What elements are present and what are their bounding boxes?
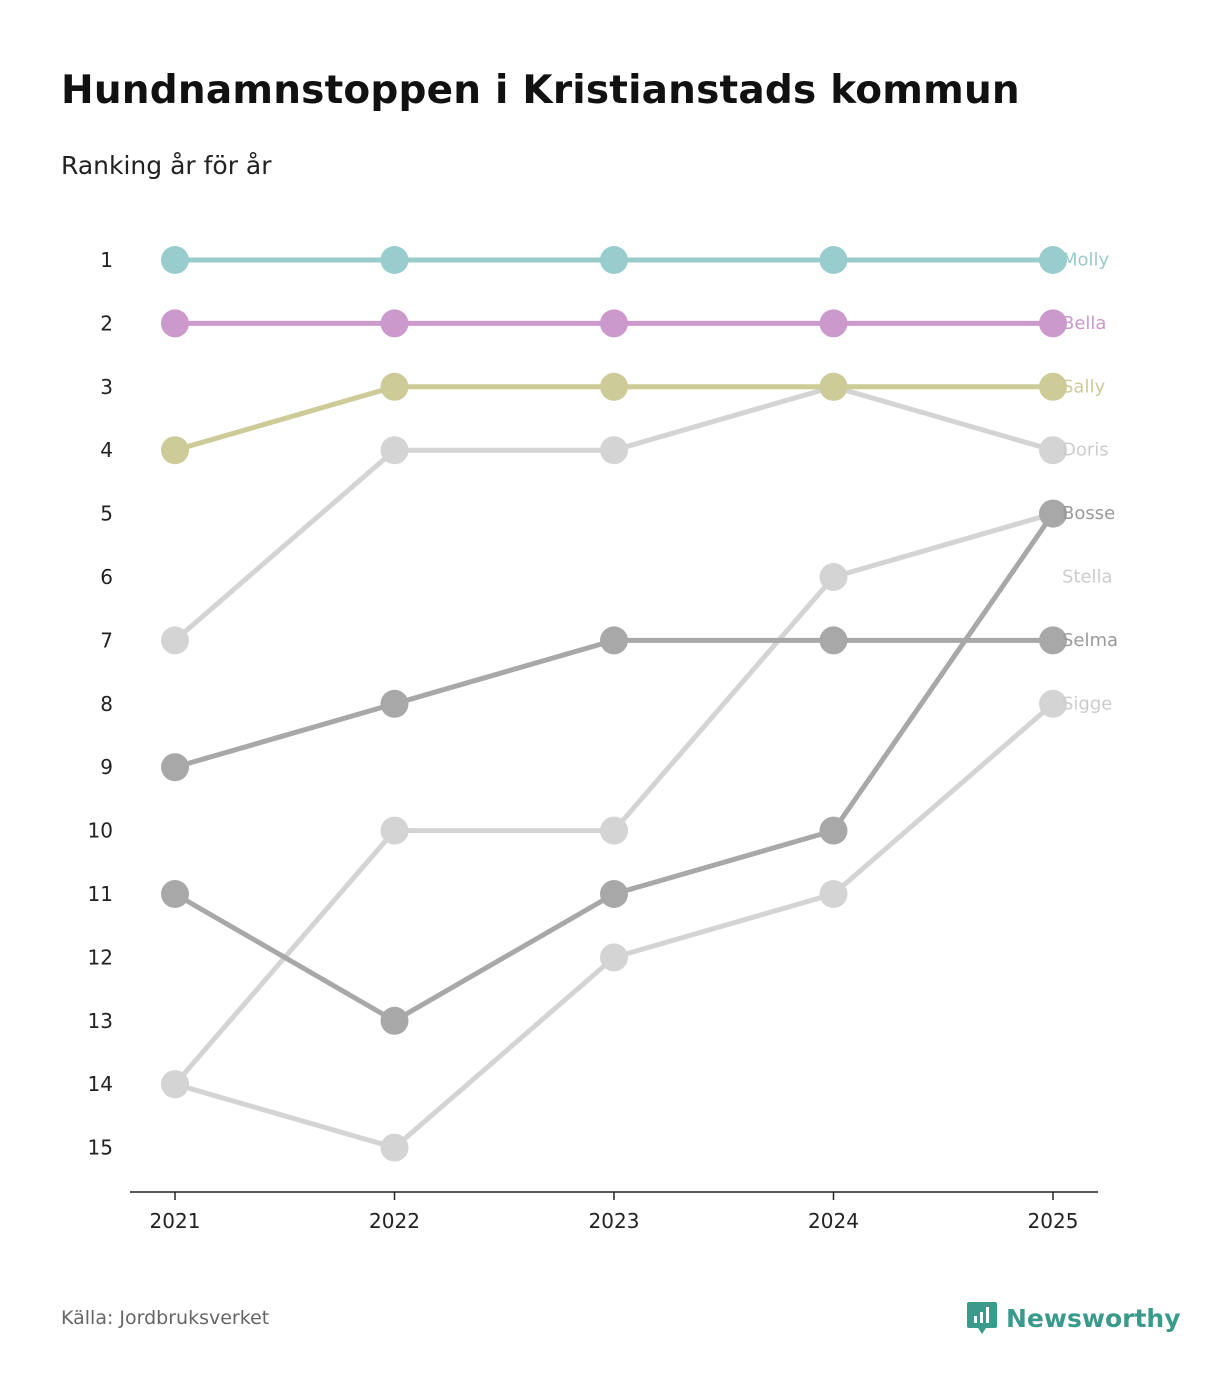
data-point-bosse[interactable] [1039,499,1067,528]
data-point-bosse[interactable] [161,880,189,908]
data-point-doris[interactable] [600,436,628,465]
series-line-doris [172,384,1056,643]
y-tick-label: 2 [100,311,113,335]
end-label-sigge: Sigge [1062,693,1112,714]
end-label-stella: Stella [1062,567,1113,588]
end-label-bosse: Bosse [1062,503,1115,524]
series-sally [161,372,1067,465]
series-line-sigge [172,701,1056,1151]
data-point-selma[interactable] [600,626,628,655]
data-point-sally[interactable] [380,372,409,401]
y-tick-label: 7 [100,628,113,652]
end-label-molly: Molly [1062,250,1110,271]
data-point-selma[interactable] [819,626,848,655]
y-tick-label: 1 [100,248,113,272]
brand-logo[interactable]: Newsworthy [966,1300,1181,1336]
data-point-bella[interactable] [380,309,409,338]
data-point-selma[interactable] [161,753,189,782]
series-stella [161,499,1067,1099]
series-molly [161,246,1067,274]
end-label-sally: Sally [1062,376,1105,397]
y-tick-label: 3 [100,375,113,399]
data-point-stella[interactable] [380,816,409,845]
brand-name: Newsworthy [1006,1303,1181,1333]
data-point-bella[interactable] [600,309,628,338]
data-point-bella[interactable] [819,309,848,338]
data-point-molly[interactable] [819,246,848,274]
data-point-sally[interactable] [1039,372,1067,401]
y-tick-label: 13 [88,1009,113,1033]
y-tick-label: 5 [100,502,113,526]
chart-title: Hundnamnstoppen i Kristianstads kommun [61,68,1020,113]
series-selma [161,626,1067,782]
data-point-sally[interactable] [161,436,189,465]
y-tick-label: 15 [88,1136,113,1160]
data-point-molly[interactable] [380,246,409,274]
data-point-stella[interactable] [600,816,628,845]
data-point-molly[interactable] [1039,246,1067,274]
x-tick-label: 2021 [150,1209,201,1233]
end-label-doris: Doris [1062,440,1109,461]
data-point-doris[interactable] [161,626,189,655]
data-point-bosse[interactable] [600,880,628,908]
y-tick-label: 6 [100,565,113,589]
data-point-sigge[interactable] [380,1133,409,1162]
data-point-sigge[interactable] [1039,689,1067,718]
data-point-sigge[interactable] [600,943,628,972]
data-point-stella[interactable] [161,1070,189,1099]
data-point-bosse[interactable] [819,816,848,845]
data-point-stella[interactable] [819,563,848,591]
y-tick-label: 11 [88,882,113,906]
end-label-selma: Selma [1062,630,1118,651]
chart-subtitle: Ranking år för år [61,151,272,180]
source-note: Källa: Jordbruksverket [61,1307,270,1329]
y-tick-label: 8 [100,692,113,716]
data-point-selma[interactable] [380,689,409,718]
data-point-sally[interactable] [600,372,628,401]
y-tick-label: 14 [88,1072,113,1096]
data-point-bella[interactable] [161,309,189,338]
data-point-doris[interactable] [380,436,409,465]
x-axis: 2021 2022 2023 2024 2025 [130,1191,1098,1233]
data-point-molly[interactable] [161,246,189,274]
data-point-molly[interactable] [600,246,628,274]
x-tick-label: 2025 [1028,1209,1079,1233]
data-point-sigge[interactable] [819,880,848,908]
y-tick-label: 10 [88,819,113,843]
end-labels: Molly Bella Sally Doris Bosse Stella Selma Sigg… [1062,250,1118,715]
end-label-bella: Bella [1062,313,1106,334]
y-tick-label: 4 [100,438,113,462]
series-line-stella [172,511,1056,1087]
data-point-bosse[interactable] [380,1006,409,1035]
x-tick-label: 2022 [369,1209,420,1233]
y-tick-label: 9 [100,755,113,779]
data-point-doris[interactable] [1039,436,1067,465]
x-tick-label: 2024 [808,1209,859,1233]
series-bella [161,309,1067,338]
series-sigge [161,689,1067,1162]
data-point-bella[interactable] [1039,309,1067,338]
series-layer [161,246,1067,1162]
data-point-sally[interactable] [819,372,848,401]
y-tick-label: 12 [88,945,113,969]
newsworthy-logo-icon [967,1302,997,1334]
x-tick-label: 2023 [589,1209,640,1233]
data-point-selma[interactable] [1039,626,1067,655]
series-bosse [161,499,1067,1035]
